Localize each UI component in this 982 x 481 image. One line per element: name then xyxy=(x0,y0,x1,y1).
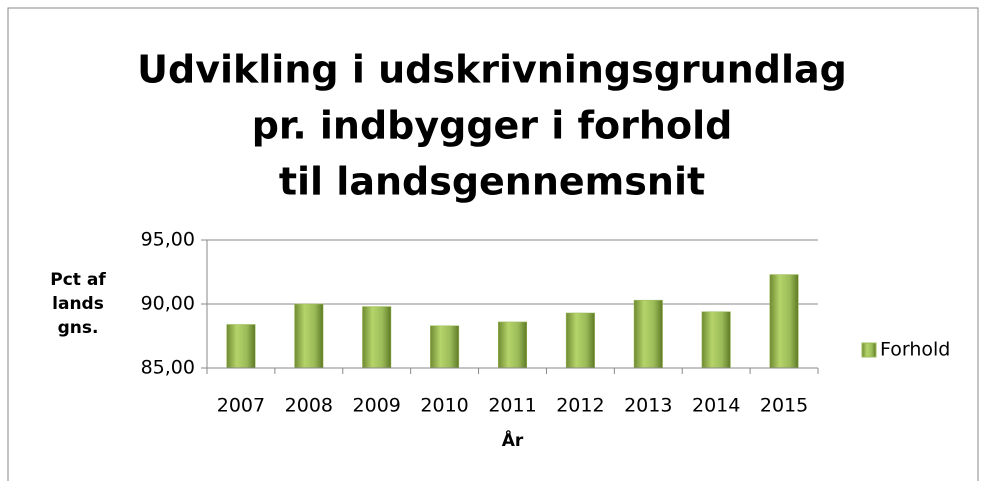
x-tick-label: 2009 xyxy=(353,395,401,417)
y-axis-title: gns. xyxy=(58,318,99,338)
legend-label: Forhold xyxy=(880,339,950,361)
bar xyxy=(226,324,256,369)
bar xyxy=(430,325,460,369)
y-tick-label: 90,00 xyxy=(141,293,195,315)
y-tick-label: 85,00 xyxy=(141,357,195,379)
x-tick-label: 2015 xyxy=(760,395,808,417)
chart-frame xyxy=(7,7,979,481)
bar xyxy=(294,303,324,369)
y-axis-title: lands xyxy=(52,294,104,314)
bar xyxy=(701,311,731,369)
x-axis-title: År xyxy=(502,428,524,451)
x-tick-label: 2013 xyxy=(624,395,672,417)
bar xyxy=(769,274,799,369)
bar xyxy=(633,299,663,369)
chart-title: til landsgennemsnit xyxy=(279,160,705,204)
chart-title: Udvikling i udskrivningsgrundlag xyxy=(137,48,847,92)
legend-swatch xyxy=(861,342,877,358)
x-tick-label: 2010 xyxy=(420,395,468,417)
chart-title: pr. indbygger i forhold xyxy=(252,104,733,148)
y-tick-label: 95,00 xyxy=(141,229,195,251)
x-tick-label: 2007 xyxy=(217,395,265,417)
bar xyxy=(362,306,392,369)
x-tick-label: 2008 xyxy=(285,395,333,417)
bar xyxy=(497,321,528,369)
y-axis-title: Pct af xyxy=(50,270,106,290)
x-tick-label: 2011 xyxy=(488,395,536,417)
x-tick-label: 2012 xyxy=(556,395,604,417)
bar xyxy=(565,312,595,369)
x-tick-label: 2014 xyxy=(692,395,740,417)
